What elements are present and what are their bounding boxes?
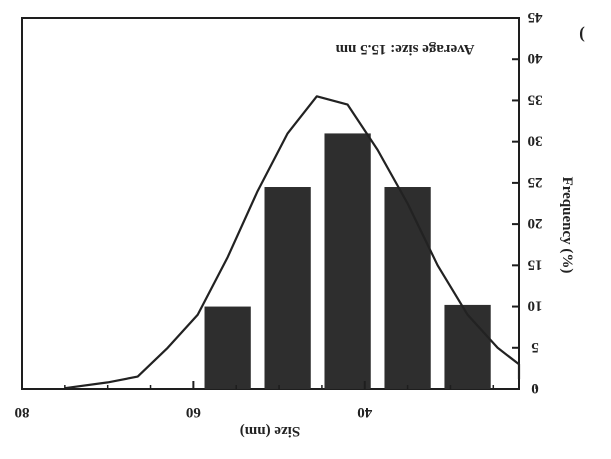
x-tick-label: 60 — [186, 404, 201, 420]
bar-1 — [204, 306, 251, 389]
x-axis-label: Size (nm) — [240, 423, 300, 439]
average-size-annotation: Average size: 15.5 nm — [335, 41, 474, 57]
bar-3 — [324, 133, 371, 389]
y-tick-label: 35 — [528, 91, 543, 107]
y-tick-label: 25 — [528, 174, 543, 190]
y-tick-label: 30 — [528, 133, 543, 149]
distribution-curve — [64, 95, 521, 390]
y-tick-label: 45 — [528, 9, 543, 25]
y-tick-label: 20 — [528, 215, 543, 231]
y-tick-label: 0 — [531, 380, 539, 396]
y-tick-label: 5 — [531, 339, 539, 355]
x-axis-ticks: 80 60 40 — [15, 381, 537, 420]
y-tick-label: 10 — [528, 298, 543, 314]
bar-4 — [384, 187, 431, 389]
y-axis-label: Frequency (%) — [559, 177, 575, 274]
curve-line — [64, 95, 521, 390]
bar-5 — [444, 304, 491, 389]
y-tick-label: 15 — [528, 256, 543, 272]
x-tick-label: 80 — [15, 404, 30, 420]
bar-2 — [264, 187, 311, 389]
x-tick-label: 40 — [357, 404, 372, 420]
panel-label: ) — [579, 26, 585, 45]
histogram-bars — [204, 133, 491, 389]
y-axis-ticks: 0 5 10 15 20 25 30 35 40 45 — [512, 9, 543, 396]
y-tick-label: 40 — [528, 50, 543, 66]
